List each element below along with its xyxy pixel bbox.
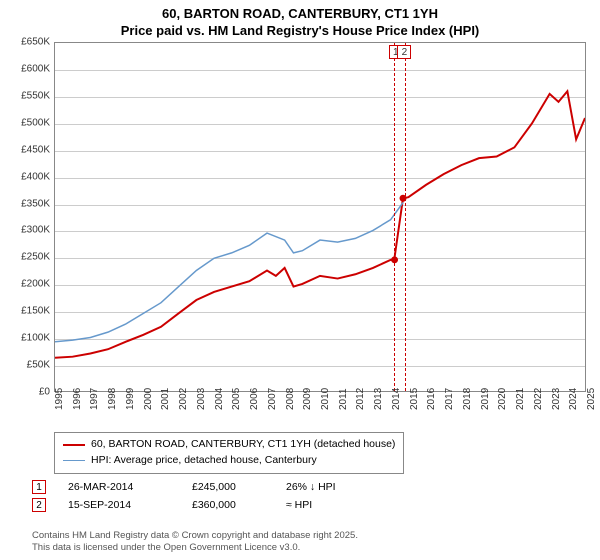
y-tick-label: £200K <box>10 279 50 290</box>
chart-container: 60, BARTON ROAD, CANTERBURY, CT1 1YH Pri… <box>0 0 600 560</box>
chart-area: £0 £50K £100K £150K £200K £250K £300K £350K £400… <box>10 42 590 422</box>
y-tick-label: £500K <box>10 117 50 128</box>
legend-item: HPI: Average price, detached house, Cant… <box>63 453 395 469</box>
y-tick-label: £350K <box>10 198 50 209</box>
transactions-table: 126-MAR-2014£245,00026% ↓ HPI215-SEP-201… <box>32 478 376 514</box>
y-tick-label: £300K <box>10 225 50 236</box>
y-tick-label: £400K <box>10 171 50 182</box>
series-price_paid <box>55 91 585 358</box>
sale-marker-label: 2 <box>397 45 411 59</box>
y-tick-label: £50K <box>10 360 50 371</box>
y-tick-label: £250K <box>10 252 50 263</box>
footer-attribution: Contains HM Land Registry data © Crown c… <box>32 530 358 554</box>
y-tick-label: £550K <box>10 90 50 101</box>
chart-title: 60, BARTON ROAD, CANTERBURY, CT1 1YH Pri… <box>0 0 600 40</box>
y-tick-label: £0 <box>10 387 50 398</box>
y-tick-label: £650K <box>10 37 50 48</box>
series-hpi <box>55 203 403 342</box>
title-line2: Price paid vs. HM Land Registry's House … <box>121 23 480 38</box>
y-tick-label: £450K <box>10 144 50 155</box>
transaction-row: 215-SEP-2014£360,000≈ HPI <box>32 496 376 514</box>
y-tick-label: £150K <box>10 306 50 317</box>
footer-line1: Contains HM Land Registry data © Crown c… <box>32 530 358 541</box>
x-tick-label: 2025 <box>586 388 600 410</box>
legend-item: 60, BARTON ROAD, CANTERBURY, CT1 1YH (de… <box>63 437 395 453</box>
title-line1: 60, BARTON ROAD, CANTERBURY, CT1 1YH <box>162 6 438 21</box>
plot-area: 12 <box>54 42 586 392</box>
y-tick-label: £100K <box>10 333 50 344</box>
transaction-row: 126-MAR-2014£245,00026% ↓ HPI <box>32 478 376 496</box>
y-tick-label: £600K <box>10 63 50 74</box>
line-series <box>55 43 585 391</box>
footer-line2: This data is licensed under the Open Gov… <box>32 542 300 553</box>
legend: 60, BARTON ROAD, CANTERBURY, CT1 1YH (de… <box>54 432 404 474</box>
